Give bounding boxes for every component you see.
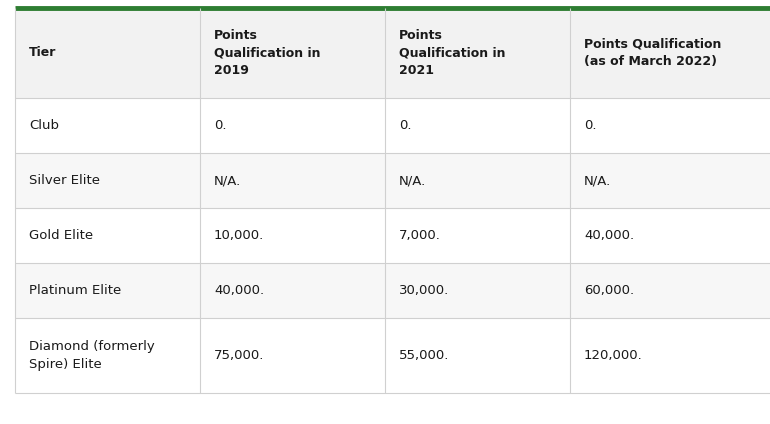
Text: Platinum Elite: Platinum Elite: [29, 284, 121, 297]
Text: 40,000.: 40,000.: [584, 229, 634, 242]
Bar: [200, 8, 385, 98]
Text: 7,000.: 7,000.: [399, 229, 441, 242]
Bar: [15, 153, 200, 208]
Bar: [200, 98, 385, 153]
Text: N/A.: N/A.: [399, 174, 427, 187]
Bar: [200, 208, 385, 263]
Text: Silver Elite: Silver Elite: [29, 174, 100, 187]
Bar: [385, 208, 570, 263]
Bar: [385, 318, 570, 393]
Bar: [15, 98, 200, 153]
Text: 75,000.: 75,000.: [214, 349, 264, 362]
Text: 40,000.: 40,000.: [214, 284, 264, 297]
Bar: [570, 318, 770, 393]
Text: 0.: 0.: [584, 119, 597, 132]
Text: 10,000.: 10,000.: [214, 229, 264, 242]
Text: 0.: 0.: [214, 119, 226, 132]
Bar: [385, 263, 570, 318]
Bar: [15, 208, 200, 263]
Text: 55,000.: 55,000.: [399, 349, 450, 362]
Text: Diamond (formerly
Spire) Elite: Diamond (formerly Spire) Elite: [29, 340, 155, 371]
Text: N/A.: N/A.: [214, 174, 241, 187]
Bar: [385, 98, 570, 153]
Bar: [15, 8, 200, 98]
Bar: [385, 8, 570, 98]
Bar: [570, 98, 770, 153]
Bar: [200, 263, 385, 318]
Text: 0.: 0.: [399, 119, 411, 132]
Text: 60,000.: 60,000.: [584, 284, 634, 297]
Text: Tier: Tier: [29, 47, 56, 59]
Bar: [15, 318, 200, 393]
Text: N/A.: N/A.: [584, 174, 611, 187]
Bar: [570, 263, 770, 318]
Bar: [570, 8, 770, 98]
Text: Gold Elite: Gold Elite: [29, 229, 93, 242]
Text: Points Qualification
(as of March 2022): Points Qualification (as of March 2022): [584, 38, 721, 68]
Bar: [15, 263, 200, 318]
Text: 120,000.: 120,000.: [584, 349, 643, 362]
Text: 30,000.: 30,000.: [399, 284, 449, 297]
Bar: [200, 153, 385, 208]
Bar: [570, 153, 770, 208]
Text: Points
Qualification in
2021: Points Qualification in 2021: [399, 29, 505, 77]
Bar: [200, 318, 385, 393]
Bar: [385, 153, 570, 208]
Text: Points
Qualification in
2019: Points Qualification in 2019: [214, 29, 320, 77]
Text: Club: Club: [29, 119, 59, 132]
Bar: [570, 208, 770, 263]
